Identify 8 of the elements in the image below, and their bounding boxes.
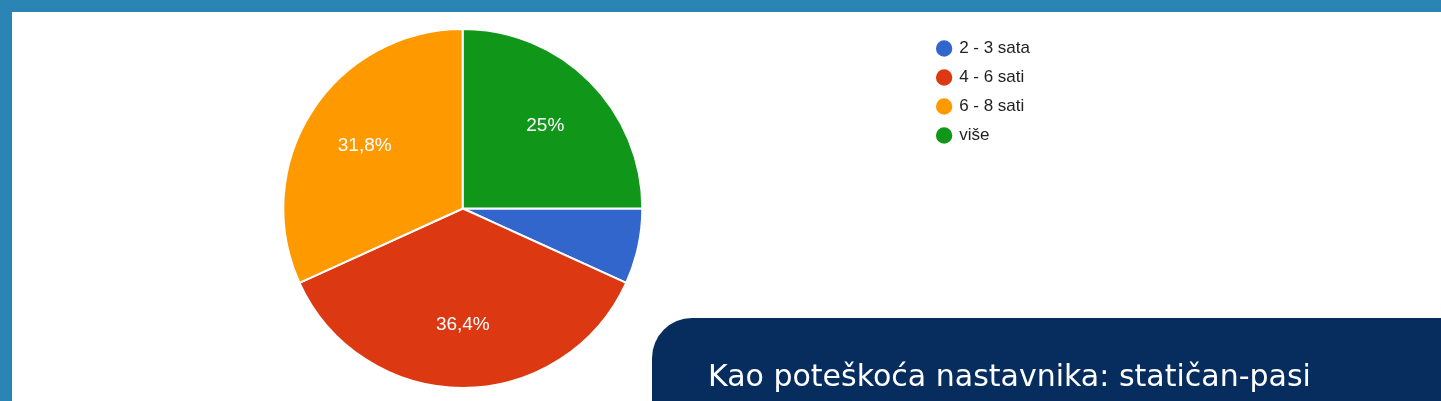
data-label: 25% [526, 114, 565, 136]
text: Kao poteškoća nastavnika: statičan-pasi [652, 318, 1441, 401]
data-label: 36,4% [435, 313, 490, 335]
legend-label: 6 - 8 sati [959, 96, 1025, 116]
legend-label: 4 - 6 sati [959, 67, 1025, 87]
legend-label: više [959, 125, 990, 145]
data-label: 31,8% [337, 133, 392, 155]
legend-label: 2 - 3 sata [959, 38, 1031, 58]
